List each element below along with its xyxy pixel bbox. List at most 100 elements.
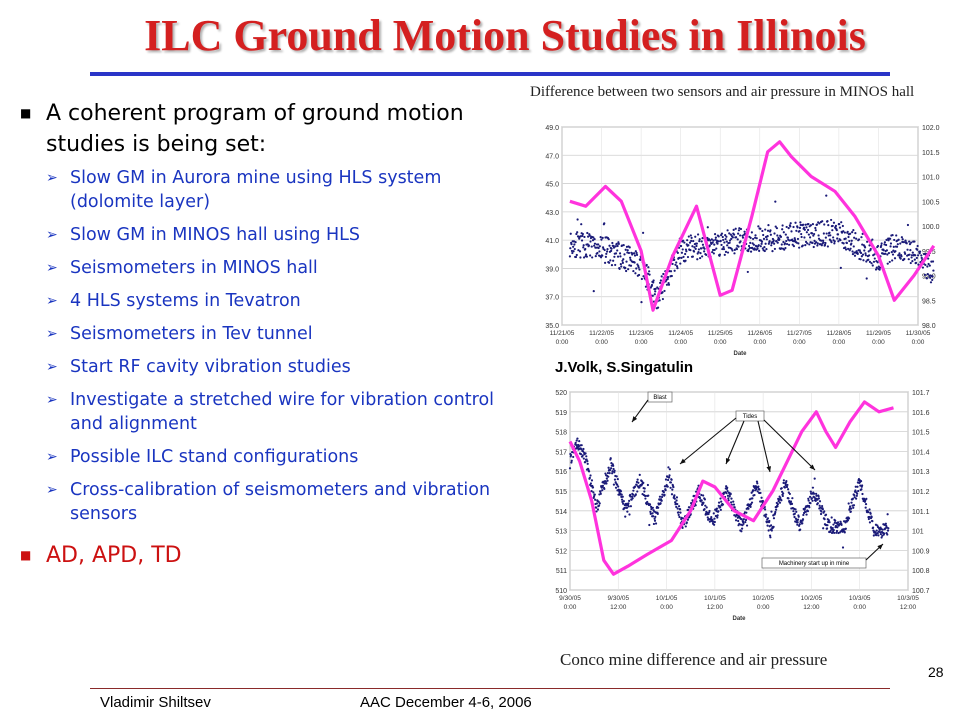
sensor-point bbox=[884, 522, 887, 525]
sensor-point bbox=[901, 238, 904, 241]
sensor-point bbox=[635, 253, 639, 257]
sub-bullet-text: Seismometers in MINOS hall bbox=[70, 258, 318, 278]
sensor-point bbox=[686, 239, 689, 242]
sensor-point bbox=[785, 480, 788, 483]
sensor-point bbox=[806, 242, 809, 245]
sensor-point bbox=[677, 513, 680, 517]
sensor-point bbox=[931, 275, 934, 278]
sensor-point bbox=[886, 513, 889, 516]
sensor-point bbox=[581, 232, 584, 236]
sensor-point bbox=[651, 512, 654, 515]
sensor-point bbox=[792, 510, 795, 513]
sensor-point bbox=[882, 532, 886, 535]
y-right-tick-label: 99.0 bbox=[922, 274, 936, 281]
sensor-point bbox=[651, 294, 654, 297]
sensor-point bbox=[817, 497, 821, 500]
sensor-point bbox=[695, 244, 698, 248]
sensor-point bbox=[609, 467, 613, 470]
sensor-point bbox=[620, 498, 624, 501]
sensor-point bbox=[831, 224, 834, 228]
sensor-point bbox=[764, 515, 767, 519]
sensor-point bbox=[856, 485, 859, 488]
sub-bullet-text: 4 HLS systems in Tevatron bbox=[70, 291, 301, 311]
sensor-point bbox=[755, 488, 758, 491]
sensor-point bbox=[593, 244, 596, 247]
y-right-tick-label: 101.0 bbox=[922, 175, 940, 182]
sensor-point bbox=[646, 483, 650, 487]
sensor-point bbox=[765, 248, 768, 251]
sensor-point bbox=[845, 241, 848, 245]
sensor-point bbox=[886, 262, 889, 265]
sensor-point bbox=[728, 241, 731, 244]
sensor-point bbox=[593, 493, 596, 496]
sensor-point bbox=[870, 515, 873, 519]
sensor-point bbox=[633, 252, 636, 255]
annotation-tides: Tides bbox=[743, 414, 757, 420]
sensor-point bbox=[855, 237, 858, 240]
sensor-point bbox=[869, 512, 872, 515]
x-tick-label: 11/22/05 0:00 bbox=[589, 330, 614, 346]
sensor-point bbox=[654, 522, 658, 525]
sensor-point bbox=[742, 518, 745, 521]
sensor-point bbox=[871, 520, 874, 523]
y-left-tick-label: 49.0 bbox=[545, 125, 559, 132]
sensor-point bbox=[612, 259, 615, 262]
sensor-point bbox=[749, 505, 752, 508]
sensor-point bbox=[757, 225, 760, 228]
sensor-point bbox=[794, 238, 797, 242]
sub-bullet-text: Investigate a stretched wire for vibrati… bbox=[70, 390, 495, 434]
sensor-point bbox=[582, 457, 585, 460]
sensor-point bbox=[703, 247, 706, 250]
sensor-point bbox=[676, 251, 679, 254]
sensor-point bbox=[659, 502, 662, 505]
sensor-point bbox=[726, 244, 729, 247]
sensor-point bbox=[679, 262, 682, 265]
x-tick-label: 11/28/05 0:00 bbox=[826, 330, 851, 346]
sensor-point bbox=[704, 504, 707, 507]
sub-bullet-item: ➢ Start RF cavity vibration studies bbox=[46, 355, 520, 379]
sensor-point bbox=[907, 258, 910, 261]
sensor-point bbox=[713, 523, 716, 526]
sensor-point bbox=[648, 273, 651, 276]
sensor-point bbox=[597, 504, 601, 507]
sensor-point bbox=[740, 518, 743, 521]
sensor-point bbox=[726, 489, 729, 493]
sensor-point bbox=[721, 503, 725, 506]
sensor-point bbox=[786, 236, 789, 239]
sensor-point bbox=[713, 517, 716, 520]
sensor-point bbox=[752, 243, 755, 246]
sensor-point bbox=[739, 234, 742, 237]
sensor-point bbox=[859, 258, 862, 261]
sensor-point bbox=[891, 253, 895, 256]
sensor-point bbox=[833, 240, 836, 243]
sensor-point bbox=[910, 241, 913, 244]
arrow-bullet-icon: ➢ bbox=[46, 482, 58, 498]
annotation-arrowhead bbox=[725, 458, 731, 464]
sensor-point bbox=[864, 252, 867, 255]
sensor-point bbox=[717, 235, 720, 238]
sensor-point bbox=[920, 254, 923, 257]
sensor-point bbox=[626, 510, 629, 513]
sensor-point bbox=[637, 481, 640, 484]
sensor-point bbox=[871, 238, 874, 241]
sensor-point bbox=[780, 499, 783, 502]
sensor-point bbox=[588, 234, 591, 237]
sensor-point bbox=[802, 513, 805, 517]
sensor-point bbox=[825, 232, 828, 235]
sensor-point bbox=[622, 502, 625, 505]
sensor-point bbox=[620, 493, 623, 496]
sensor-point bbox=[798, 246, 801, 249]
sensor-point bbox=[744, 518, 748, 522]
sensor-point bbox=[601, 489, 604, 492]
sensor-point bbox=[740, 530, 743, 533]
sensor-point bbox=[904, 239, 907, 242]
sensor-point bbox=[734, 236, 738, 239]
sensor-point bbox=[914, 254, 917, 257]
sensor-point bbox=[635, 483, 638, 486]
y-right-tick-label: 101.2 bbox=[912, 489, 930, 496]
sub-bullet-item: ➢ Investigate a stretched wire for vibrat… bbox=[46, 388, 520, 436]
sensor-point bbox=[725, 240, 728, 243]
page-number: 28 bbox=[928, 664, 944, 680]
footer-rule bbox=[90, 688, 890, 689]
x-tick-label: 11/24/05 0:00 bbox=[668, 330, 693, 346]
